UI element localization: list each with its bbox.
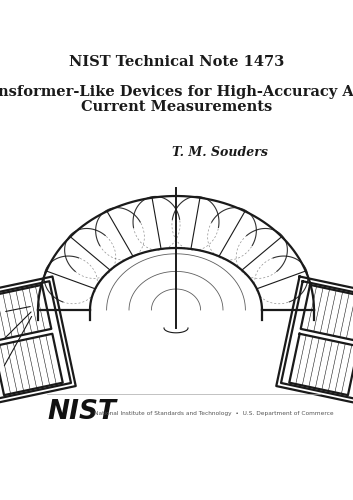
Text: NIST Technical Note 1473: NIST Technical Note 1473	[69, 55, 284, 69]
Text: Transformer-Like Devices for High-Accuracy AC: Transformer-Like Devices for High-Accura…	[0, 85, 353, 99]
Text: NIST: NIST	[47, 399, 116, 425]
Text: National Institute of Standards and Technology  •  U.S. Department of Commerce: National Institute of Standards and Tech…	[94, 410, 334, 416]
Text: Current Measurements: Current Measurements	[81, 100, 272, 114]
Text: T. M. Souders: T. M. Souders	[172, 146, 268, 158]
